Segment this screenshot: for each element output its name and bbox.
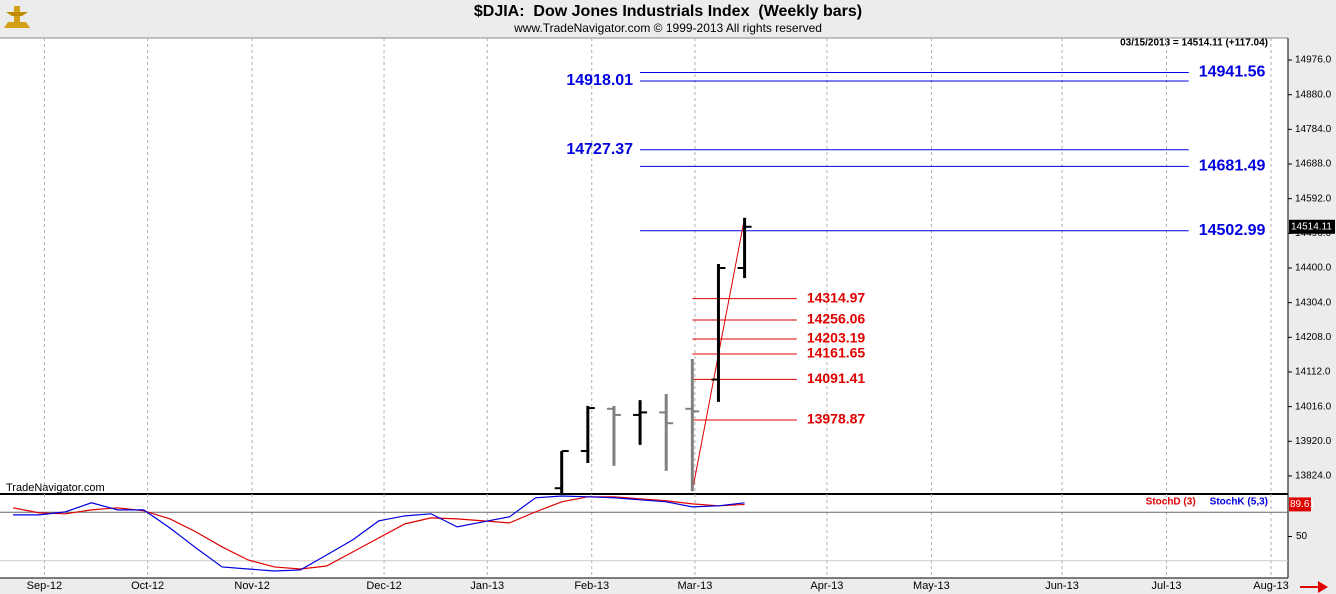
- chart-title: $DJIA: Dow Jones Industrials Index (Week…: [474, 3, 862, 20]
- y-axis-band: [1288, 38, 1336, 578]
- x-tick-label: May-13: [913, 580, 950, 592]
- header-band: [0, 0, 1336, 38]
- scroll-arrow[interactable]: [1300, 581, 1328, 593]
- level-label: 14161.65: [807, 345, 866, 361]
- legend-entry: StochD (3): [1146, 497, 1196, 508]
- stoch-line: [13, 495, 745, 572]
- x-tick-label: Dec-12: [366, 580, 401, 592]
- x-tick-label: Nov-12: [234, 580, 269, 592]
- watermark: TradeNavigator.com: [6, 482, 105, 494]
- x-tick-label: Aug-13: [1253, 580, 1288, 592]
- level-label: 14091.41: [807, 370, 866, 386]
- y-tick-label: 14304.0: [1295, 297, 1332, 308]
- legend-entry: StochK (5,3): [1210, 497, 1268, 508]
- x-tick-label: Jul-13: [1152, 580, 1182, 592]
- price-tag: 14514.11: [1291, 221, 1332, 232]
- y-tick-label: 14784.0: [1295, 124, 1332, 135]
- level-label: 13978.87: [807, 411, 866, 427]
- level-label: 14314.97: [807, 289, 866, 305]
- logo: [4, 6, 30, 28]
- y-tick-label: 14880.0: [1295, 89, 1332, 100]
- y-tick-label: 14976.0: [1295, 55, 1332, 66]
- level-label: 14941.56: [1199, 64, 1266, 81]
- stoch-tag-box: [1289, 497, 1311, 512]
- x-tick-label: Feb-13: [574, 580, 609, 592]
- y-tick-label: 13824.0: [1295, 471, 1332, 482]
- y-tick-label: 13920.0: [1295, 436, 1332, 447]
- y-tick-label: 14400.0: [1295, 263, 1332, 274]
- quote: 03/15/2013 = 14514.11 (+117.04): [1120, 38, 1268, 49]
- price-tag-box: [1289, 219, 1335, 234]
- x-tick-label: Jan-13: [470, 580, 504, 592]
- level-label: 14203.19: [807, 330, 866, 346]
- x-tick-label: Sep-12: [27, 580, 62, 592]
- x-axis-band: [0, 578, 1336, 594]
- level-label: 14502.99: [1199, 222, 1266, 239]
- x-tick-label: Oct-12: [131, 580, 164, 592]
- y-tick-label: 14112.0: [1295, 367, 1331, 378]
- level-label: 14918.01: [566, 72, 633, 89]
- x-tick-label: Jun-13: [1045, 580, 1079, 592]
- y-tick-label: 14016.0: [1295, 401, 1332, 412]
- y-tick-label: 14208.0: [1295, 332, 1332, 343]
- y-tick-label: 50: [1296, 531, 1308, 542]
- x-tick-label: Mar-13: [678, 580, 713, 592]
- level-label: 14681.49: [1199, 158, 1266, 175]
- level-label: 14727.37: [566, 141, 633, 158]
- y-tick-label: 14592.0: [1295, 193, 1332, 204]
- y-tick-label: 14688.0: [1295, 159, 1332, 170]
- stoch-tag: 89.61: [1290, 499, 1315, 510]
- chart-subtitle: www.TradeNavigator.com © 1999-2013 All r…: [513, 21, 822, 35]
- x-tick-label: Apr-13: [810, 580, 843, 592]
- stoch-line: [12, 496, 745, 570]
- level-label: 14256.06: [807, 311, 866, 327]
